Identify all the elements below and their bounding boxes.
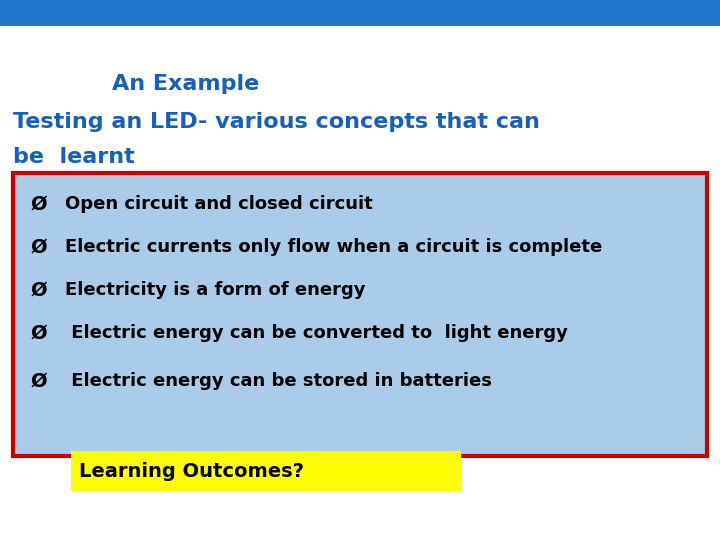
Text: Electric energy can be stored in batteries: Electric energy can be stored in batteri… xyxy=(65,372,492,390)
Text: Electricity is a form of energy: Electricity is a form of energy xyxy=(65,281,365,299)
Text: Ø: Ø xyxy=(30,237,47,256)
Text: Learning Outcomes?: Learning Outcomes? xyxy=(79,462,304,481)
Text: Ø: Ø xyxy=(30,280,47,300)
Text: Open circuit and closed circuit: Open circuit and closed circuit xyxy=(65,194,372,213)
Text: be  learnt: be learnt xyxy=(13,146,135,167)
Text: Ø: Ø xyxy=(30,194,47,213)
Text: Ø: Ø xyxy=(30,371,47,390)
Bar xyxy=(0,0,720,26)
Text: An Example: An Example xyxy=(112,73,259,94)
Text: Electric currents only flow when a circuit is complete: Electric currents only flow when a circu… xyxy=(65,238,602,256)
FancyBboxPatch shape xyxy=(13,173,707,456)
Bar xyxy=(71,451,461,491)
Text: Electric energy can be converted to  light energy: Electric energy can be converted to ligh… xyxy=(65,324,567,342)
Text: Testing an LED- various concepts that can: Testing an LED- various concepts that ca… xyxy=(13,111,540,132)
Text: Ø: Ø xyxy=(30,323,47,343)
